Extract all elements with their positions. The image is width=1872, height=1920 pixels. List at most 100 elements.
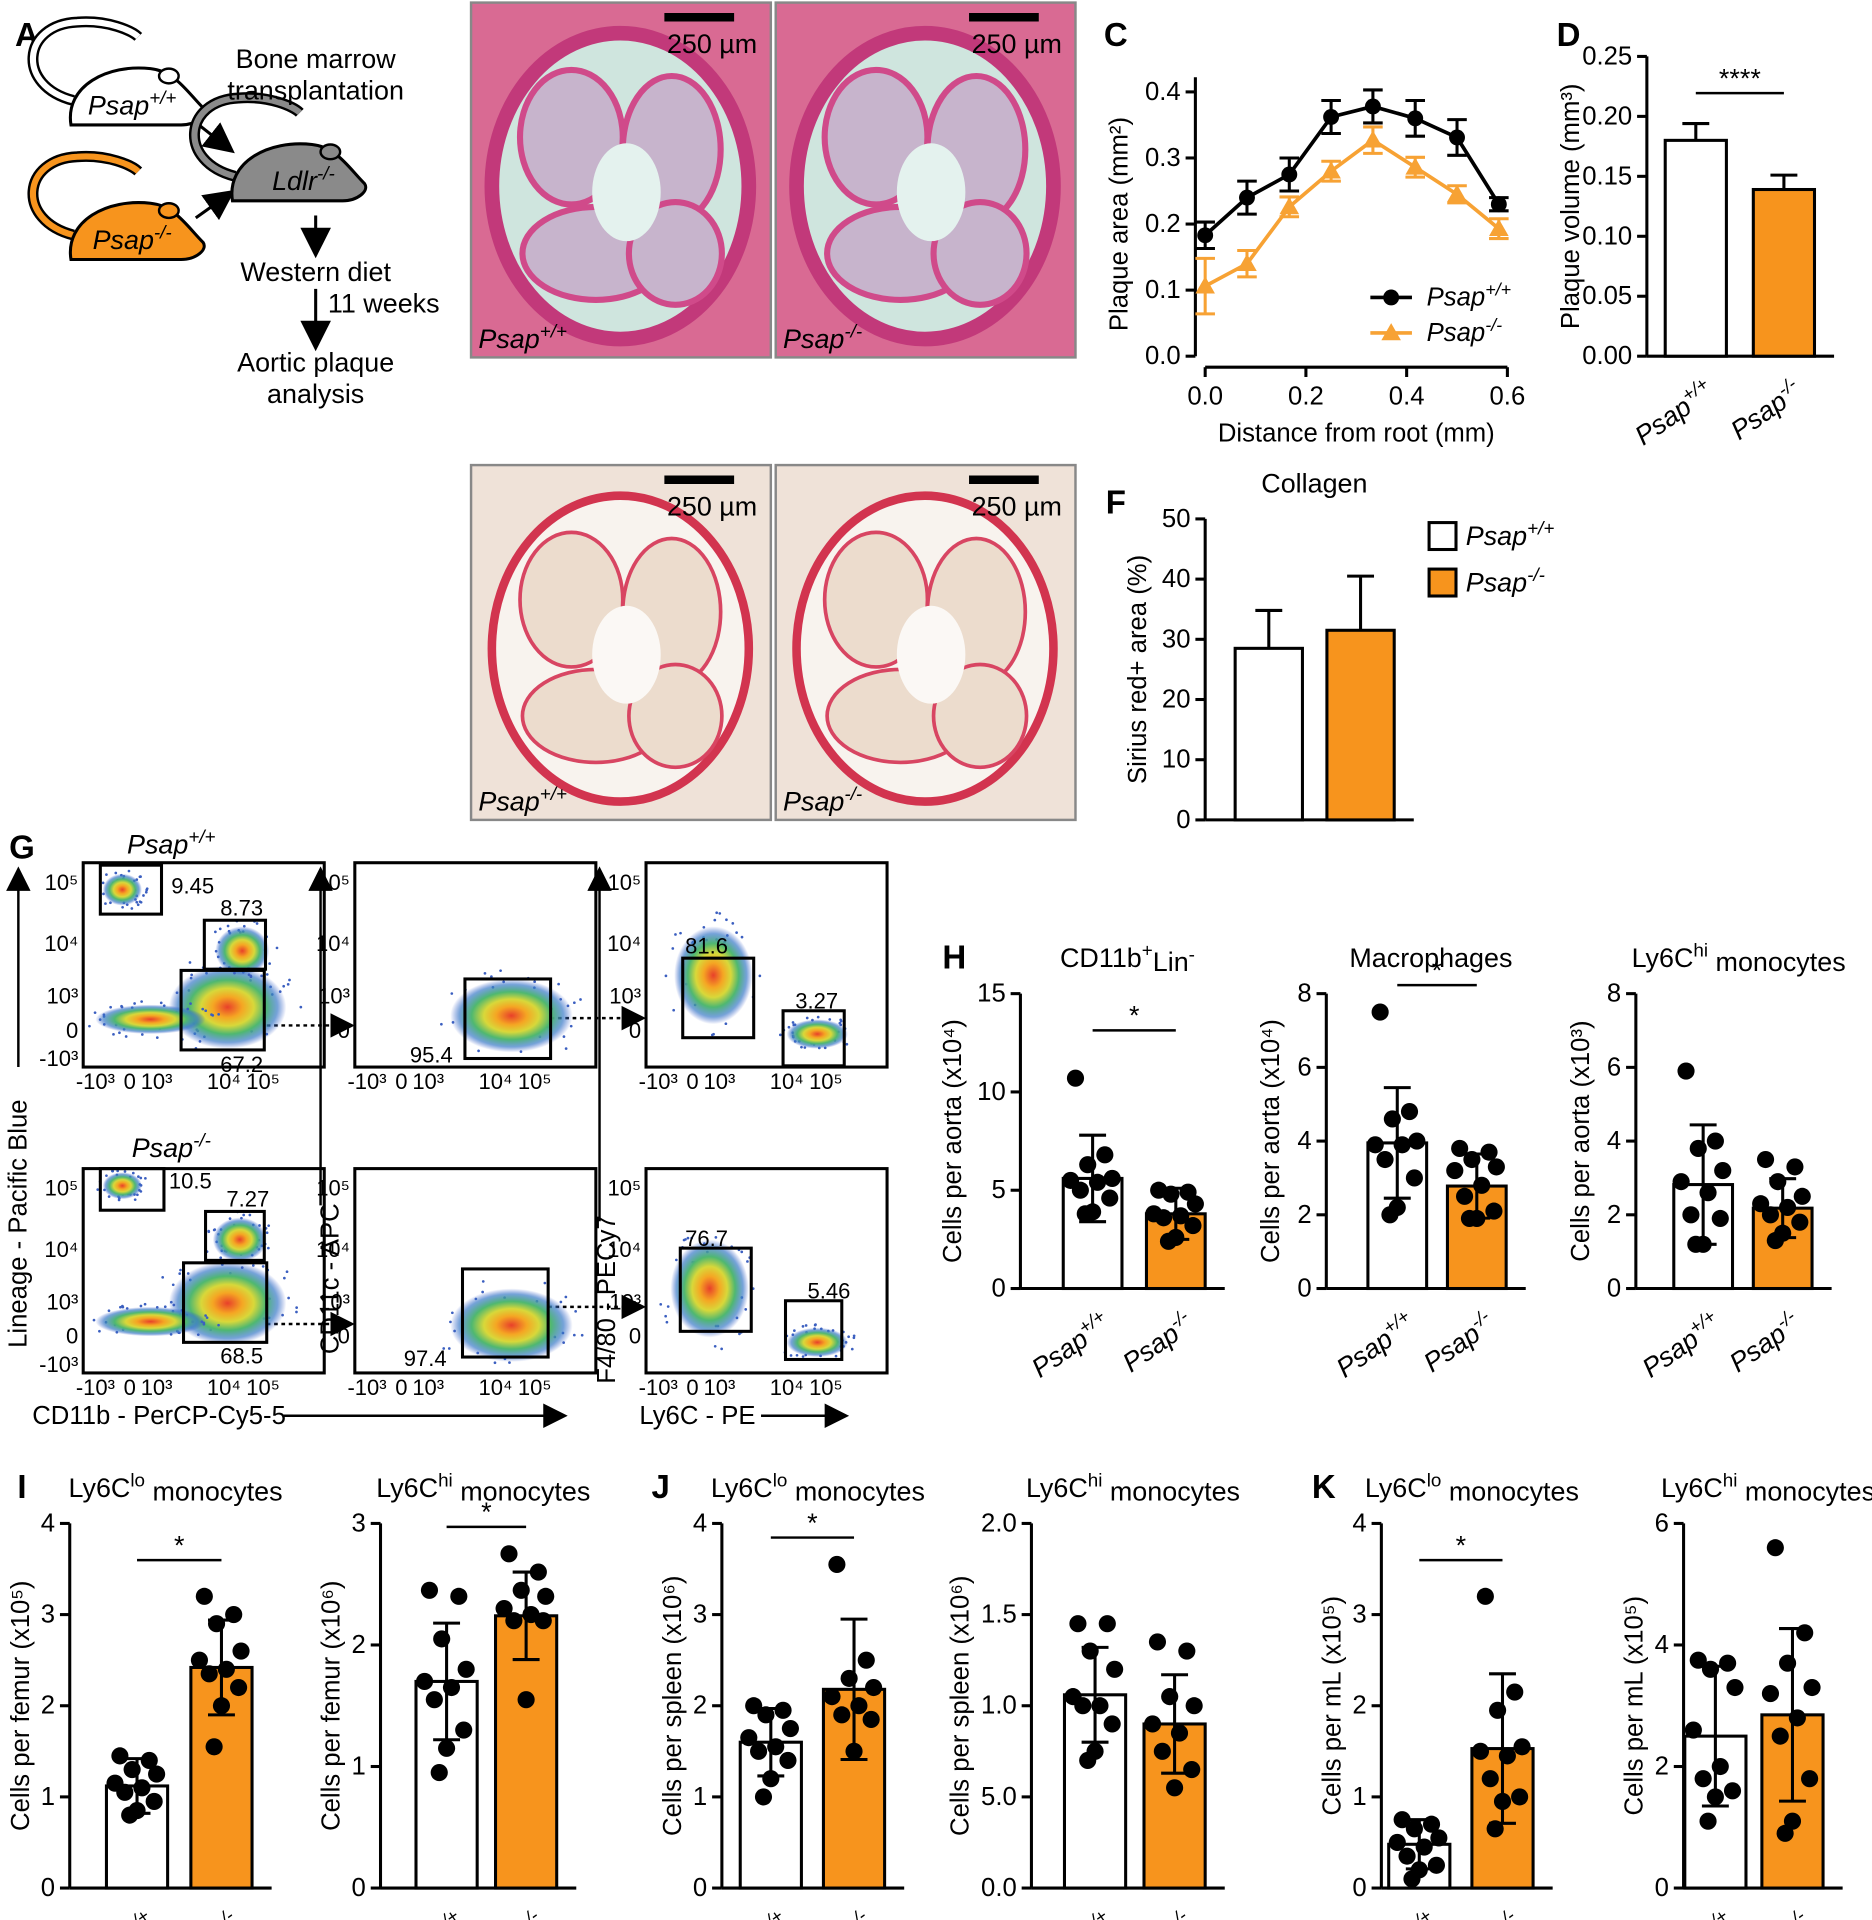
event-dot bbox=[713, 918, 717, 922]
x-tick-label: 0.6 bbox=[1490, 383, 1526, 411]
data-point bbox=[1366, 1136, 1384, 1154]
y-tick-label: 1.5 bbox=[981, 1601, 1017, 1629]
data-point bbox=[205, 1738, 223, 1756]
data-point bbox=[754, 1788, 773, 1806]
event-dot bbox=[286, 982, 290, 986]
marker bbox=[1363, 130, 1383, 148]
event-dot bbox=[267, 1224, 271, 1228]
text-part: +/+ bbox=[1527, 517, 1554, 538]
y-tick-label: 0.20 bbox=[1582, 102, 1632, 130]
density bbox=[786, 1327, 848, 1358]
data-point bbox=[740, 1729, 758, 1747]
data-point bbox=[1148, 1633, 1167, 1651]
text-part: Psap bbox=[478, 787, 539, 817]
gate bbox=[179, 968, 266, 1052]
y-tick-label: 6 bbox=[1607, 1053, 1621, 1081]
lumen bbox=[592, 143, 661, 242]
data-point bbox=[1689, 1651, 1707, 1669]
x-tick-label: Psap-/- bbox=[1416, 1305, 1500, 1378]
x-tick-label: 10⁵ bbox=[809, 1375, 843, 1400]
x-tick-label: 10³ bbox=[412, 1375, 444, 1400]
y-tick-label: 0 bbox=[1607, 1275, 1621, 1303]
axis-label: CD11b - PerCP-Cy5-5 bbox=[32, 1402, 286, 1430]
y-tick-label: 8 bbox=[1607, 980, 1621, 1008]
bar bbox=[1751, 187, 1817, 358]
y-tick-label: 10³ bbox=[318, 1289, 350, 1314]
density bbox=[168, 965, 287, 1049]
y-tick-label: 10 bbox=[1162, 746, 1191, 774]
mouse-tail bbox=[191, 94, 302, 180]
y-tick-label: 10⁵ bbox=[45, 870, 79, 895]
y-tick-label: 8 bbox=[1297, 980, 1311, 1008]
density bbox=[450, 978, 573, 1053]
marker bbox=[1321, 161, 1341, 179]
event-dot bbox=[714, 1236, 718, 1239]
text-part: +/+ bbox=[752, 1904, 786, 1920]
legend-label: Psap-/- bbox=[1466, 564, 1545, 598]
event-dot bbox=[671, 947, 675, 950]
text-part: monocytes bbox=[145, 1477, 283, 1507]
series-line bbox=[1203, 104, 1501, 237]
x-tick-label: -10³ bbox=[76, 1375, 115, 1400]
x-tick-label: -10³ bbox=[347, 1069, 386, 1094]
data-point bbox=[862, 1710, 880, 1728]
y-tick-label: 10³ bbox=[46, 1289, 78, 1314]
y-tick-label: 2 bbox=[1352, 1692, 1366, 1720]
plaque bbox=[931, 662, 1029, 770]
y-tick-label: 10⁴ bbox=[607, 931, 641, 956]
step-label: Bone marrow bbox=[236, 44, 397, 74]
y-axis-label: Sirius red+ area (%) bbox=[1124, 555, 1152, 784]
data-point bbox=[781, 1719, 799, 1738]
data-point bbox=[1166, 1779, 1184, 1797]
marker bbox=[1490, 196, 1507, 213]
event-dot bbox=[207, 1230, 211, 1234]
marker bbox=[1279, 197, 1300, 215]
x-tick-label: Psap-/- bbox=[160, 1904, 244, 1920]
chart-title: Ly6Clo monocytes bbox=[1365, 1469, 1579, 1507]
x-tick-label: 10³ bbox=[704, 1375, 736, 1400]
data-point bbox=[190, 1651, 208, 1669]
data-point bbox=[1682, 1206, 1700, 1224]
significance-label: **** bbox=[1719, 63, 1761, 93]
event-dot bbox=[268, 962, 271, 965]
event-dot bbox=[188, 961, 192, 964]
gate-percent: 3.27 bbox=[795, 988, 838, 1013]
x-tick-label: 0 bbox=[686, 1069, 698, 1094]
event-dot bbox=[214, 930, 217, 934]
event-dot bbox=[740, 935, 744, 939]
event-dot bbox=[440, 1022, 443, 1026]
bar bbox=[494, 1614, 559, 1890]
y-tick-label: 0 bbox=[1655, 1874, 1669, 1902]
event-dot bbox=[684, 1238, 687, 1241]
event-dot bbox=[483, 971, 487, 975]
event-dot bbox=[793, 1329, 796, 1332]
gate-percent: 8.73 bbox=[220, 896, 263, 921]
data-point bbox=[1185, 1697, 1203, 1715]
gate-percent: 95.4 bbox=[410, 1042, 453, 1067]
data-point bbox=[500, 1545, 518, 1563]
y-axis-label: Plaque area (mm²) bbox=[1106, 117, 1134, 331]
marker bbox=[1489, 218, 1509, 237]
event-dot bbox=[189, 1002, 192, 1006]
data-point bbox=[495, 1599, 513, 1618]
text-part: -/- bbox=[1527, 564, 1545, 585]
x-tick-label: 10⁴ bbox=[207, 1375, 241, 1400]
text-part: - bbox=[1189, 943, 1195, 964]
data-point bbox=[200, 1665, 218, 1683]
event-dot bbox=[564, 1295, 568, 1299]
data-point bbox=[1184, 1217, 1202, 1235]
genotype-label: Psap-/- bbox=[93, 221, 172, 255]
y-tick-label: 0 bbox=[338, 1324, 350, 1349]
x-tick-label: 10³ bbox=[141, 1069, 173, 1094]
event-dot bbox=[137, 1175, 140, 1178]
x-tick-label: Psap+/+ bbox=[68, 1904, 160, 1920]
gate bbox=[681, 956, 756, 1040]
data-point bbox=[1076, 1205, 1094, 1223]
event-dot bbox=[845, 1042, 849, 1046]
y-axis-label: Cells per femur (x10⁶) bbox=[318, 1581, 346, 1831]
event-dot bbox=[204, 1009, 208, 1013]
event-dot bbox=[574, 1309, 577, 1313]
y-tick-label: 2 bbox=[1655, 1753, 1669, 1781]
event-dot bbox=[119, 1305, 122, 1309]
data-point bbox=[1400, 1103, 1419, 1121]
